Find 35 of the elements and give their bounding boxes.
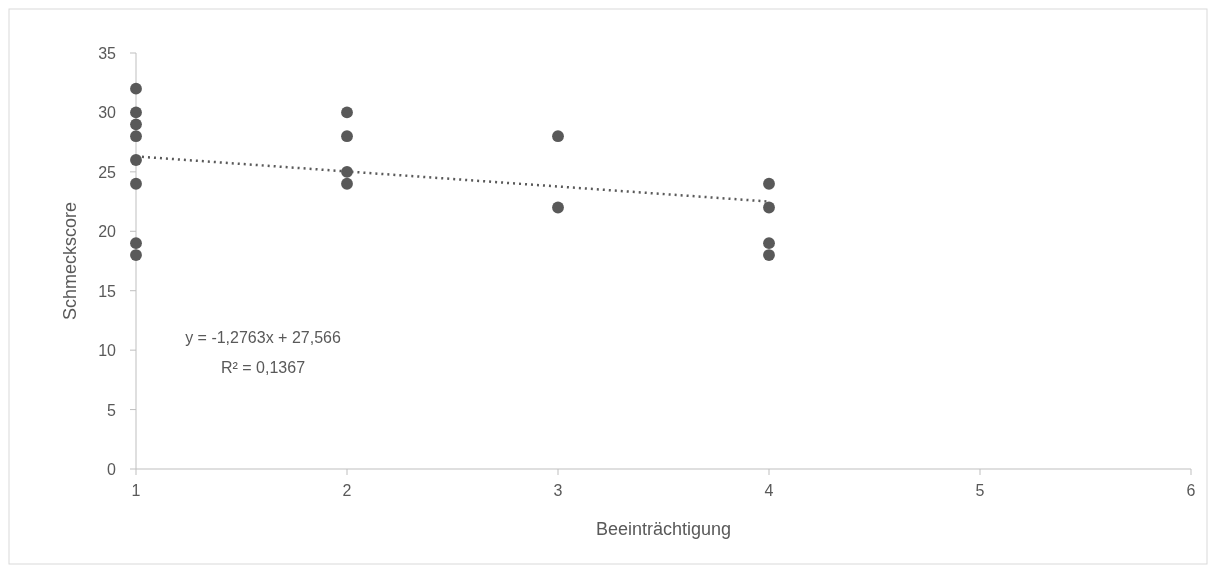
annotation: y = -1,2763x + 27,566 bbox=[185, 329, 341, 347]
y-tick-label: 10 bbox=[98, 342, 117, 360]
y-tick-label: 25 bbox=[98, 163, 117, 181]
point bbox=[341, 177, 353, 190]
point bbox=[130, 118, 142, 131]
point bbox=[763, 177, 775, 190]
point bbox=[130, 82, 142, 95]
x-tick-label: 4 bbox=[764, 482, 774, 499]
point bbox=[130, 154, 142, 166]
x-tick-label: 3 bbox=[553, 482, 563, 499]
y-tick-label: 5 bbox=[107, 401, 117, 419]
point bbox=[763, 201, 775, 214]
y-axis-title: Schmeckscore bbox=[60, 201, 80, 321]
y-tick-label: 20 bbox=[98, 223, 117, 241]
annotation: R² = 0,1367 bbox=[220, 359, 306, 377]
point bbox=[763, 249, 775, 261]
x-tick-label: 5 bbox=[975, 482, 985, 499]
point bbox=[130, 177, 142, 190]
y-tick-label: 30 bbox=[98, 104, 117, 122]
point bbox=[341, 130, 353, 143]
x-tick-label: 6 bbox=[1186, 482, 1196, 499]
point bbox=[763, 237, 775, 250]
point bbox=[552, 130, 564, 143]
x-axis-title: Beeinträchtigung bbox=[595, 519, 732, 539]
point bbox=[130, 249, 142, 261]
y-tick-label: 0 bbox=[107, 461, 117, 478]
point bbox=[130, 106, 142, 119]
x-tick-label: 2 bbox=[342, 482, 352, 499]
x-tick-label: 1 bbox=[131, 482, 141, 499]
point bbox=[130, 237, 142, 250]
y-tick-label: 35 bbox=[98, 45, 117, 62]
y-tick-label: 15 bbox=[98, 282, 117, 300]
point bbox=[552, 201, 564, 214]
point bbox=[341, 106, 353, 119]
point bbox=[130, 130, 142, 143]
